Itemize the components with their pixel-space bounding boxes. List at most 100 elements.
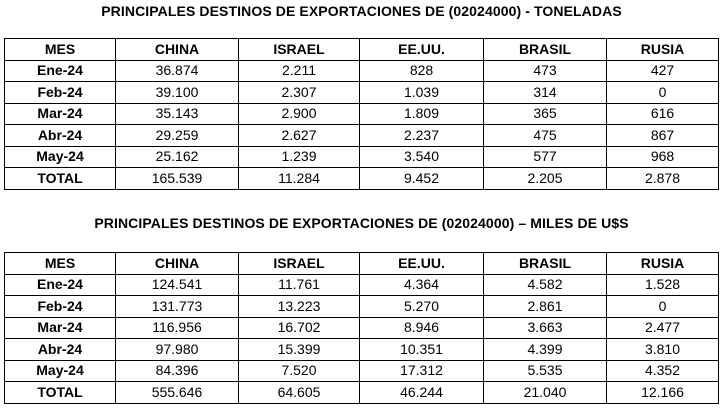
cell-mes: May-24 xyxy=(4,359,116,382)
cell-eeuu: 8.946 xyxy=(359,316,484,339)
table-row: Ene-24 36.874 2.211 828 473 427 xyxy=(4,59,719,82)
column-header-eeuu: EE.UU. xyxy=(359,252,484,275)
cell-eeuu: 3.540 xyxy=(359,145,484,168)
cell-eeuu: 46.244 xyxy=(359,381,484,404)
cell-israel: 1.239 xyxy=(238,145,360,168)
cell-brasil: 4.582 xyxy=(483,273,607,296)
column-header-mes: MES xyxy=(4,38,116,61)
table-row: May-24 84.396 7.520 17.312 5.535 4.352 xyxy=(4,359,719,382)
cell-mes: Abr-24 xyxy=(4,124,116,147)
cell-mes: Mar-24 xyxy=(4,102,116,125)
cell-mes: Ene-24 xyxy=(4,273,116,296)
table-row: Abr-24 97.980 15.399 10.351 4.399 3.810 xyxy=(4,338,719,361)
total-row: TOTAL 555.646 64.605 46.244 21.040 12.166 xyxy=(4,381,719,404)
cell-rusia: 12.166 xyxy=(606,381,719,404)
column-header-israel: ISRAEL xyxy=(238,38,360,61)
cell-china: 555.646 xyxy=(115,381,239,404)
cell-israel: 11.761 xyxy=(238,273,360,296)
cell-rusia: 616 xyxy=(606,102,719,125)
table-row: Abr-24 29.259 2.627 2.237 475 867 xyxy=(4,124,719,147)
cell-rusia: 3.810 xyxy=(606,338,719,361)
cell-mes: Mar-24 xyxy=(4,316,116,339)
cell-brasil: 314 xyxy=(483,81,607,104)
cell-rusia: 4.352 xyxy=(606,359,719,382)
cell-china: 131.773 xyxy=(115,295,239,318)
table2-title: PRINCIPALES DESTINOS DE EXPORTACIONES DE… xyxy=(94,215,629,231)
column-header-israel: ISRAEL xyxy=(238,252,360,275)
cell-rusia: 2.477 xyxy=(606,316,719,339)
cell-brasil: 475 xyxy=(483,124,607,147)
table-row: Mar-24 116.956 16.702 8.946 3.663 2.477 xyxy=(4,316,719,339)
cell-brasil: 3.663 xyxy=(483,316,607,339)
cell-brasil: 365 xyxy=(483,102,607,125)
cell-china: 29.259 xyxy=(115,124,239,147)
cell-eeuu: 1.039 xyxy=(359,81,484,104)
cell-israel: 2.211 xyxy=(238,59,360,82)
cell-eeuu: 9.452 xyxy=(359,167,484,190)
cell-mes: TOTAL xyxy=(4,381,116,404)
table-row: May-24 25.162 1.239 3.540 577 968 xyxy=(4,145,719,168)
header-row: MES CHINA ISRAEL EE.UU. BRASIL RUSIA xyxy=(4,252,719,275)
cell-brasil: 21.040 xyxy=(483,381,607,404)
column-header-brasil: BRASIL xyxy=(483,38,607,61)
cell-china: 36.874 xyxy=(115,59,239,82)
table-row: Feb-24 39.100 2.307 1.039 314 0 xyxy=(4,81,719,104)
cell-rusia: 0 xyxy=(606,295,719,318)
column-header-eeuu: EE.UU. xyxy=(359,38,484,61)
cell-mes: TOTAL xyxy=(4,167,116,190)
table1-title: PRINCIPALES DESTINOS DE EXPORTACIONES DE… xyxy=(101,3,622,19)
cell-rusia: 0 xyxy=(606,81,719,104)
cell-rusia: 427 xyxy=(606,59,719,82)
cell-brasil: 2.205 xyxy=(483,167,607,190)
cell-eeuu: 2.237 xyxy=(359,124,484,147)
cell-eeuu: 4.364 xyxy=(359,273,484,296)
cell-mes: Ene-24 xyxy=(4,59,116,82)
cell-israel: 64.605 xyxy=(238,381,360,404)
column-header-brasil: BRASIL xyxy=(483,252,607,275)
cell-brasil: 577 xyxy=(483,145,607,168)
table-row: Feb-24 131.773 13.223 5.270 2.861 0 xyxy=(4,295,719,318)
cell-mes: Feb-24 xyxy=(4,81,116,104)
cell-rusia: 968 xyxy=(606,145,719,168)
column-header-china: CHINA xyxy=(115,252,239,275)
cell-china: 97.980 xyxy=(115,338,239,361)
cell-eeuu: 5.270 xyxy=(359,295,484,318)
exports-usd-table: MES CHINA ISRAEL EE.UU. BRASIL RUSIA Ene… xyxy=(4,252,719,404)
cell-china: 116.956 xyxy=(115,316,239,339)
column-header-rusia: RUSIA xyxy=(606,38,719,61)
cell-eeuu: 1.809 xyxy=(359,102,484,125)
cell-israel: 2.307 xyxy=(238,81,360,104)
cell-china: 25.162 xyxy=(115,145,239,168)
column-header-china: CHINA xyxy=(115,38,239,61)
cell-israel: 13.223 xyxy=(238,295,360,318)
cell-mes: Abr-24 xyxy=(4,338,116,361)
column-header-rusia: RUSIA xyxy=(606,252,719,275)
cell-israel: 15.399 xyxy=(238,338,360,361)
cell-israel: 11.284 xyxy=(238,167,360,190)
cell-china: 165.539 xyxy=(115,167,239,190)
cell-eeuu: 17.312 xyxy=(359,359,484,382)
cell-brasil: 2.861 xyxy=(483,295,607,318)
column-header-mes: MES xyxy=(4,252,116,275)
cell-mes: May-24 xyxy=(4,145,116,168)
cell-rusia: 1.528 xyxy=(606,273,719,296)
cell-china: 84.396 xyxy=(115,359,239,382)
cell-brasil: 4.399 xyxy=(483,338,607,361)
cell-israel: 2.900 xyxy=(238,102,360,125)
cell-brasil: 5.535 xyxy=(483,359,607,382)
cell-brasil: 473 xyxy=(483,59,607,82)
cell-china: 124.541 xyxy=(115,273,239,296)
cell-eeuu: 828 xyxy=(359,59,484,82)
cell-israel: 2.627 xyxy=(238,124,360,147)
cell-israel: 7.520 xyxy=(238,359,360,382)
cell-china: 39.100 xyxy=(115,81,239,104)
total-row: TOTAL 165.539 11.284 9.452 2.205 2.878 xyxy=(4,167,719,190)
header-row: MES CHINA ISRAEL EE.UU. BRASIL RUSIA xyxy=(4,38,719,61)
cell-mes: Feb-24 xyxy=(4,295,116,318)
table-row: Ene-24 124.541 11.761 4.364 4.582 1.528 xyxy=(4,273,719,296)
cell-israel: 16.702 xyxy=(238,316,360,339)
table-row: Mar-24 35.143 2.900 1.809 365 616 xyxy=(4,102,719,125)
cell-rusia: 2.878 xyxy=(606,167,719,190)
exports-tonnes-table: MES CHINA ISRAEL EE.UU. BRASIL RUSIA Ene… xyxy=(4,38,719,190)
cell-eeuu: 10.351 xyxy=(359,338,484,361)
